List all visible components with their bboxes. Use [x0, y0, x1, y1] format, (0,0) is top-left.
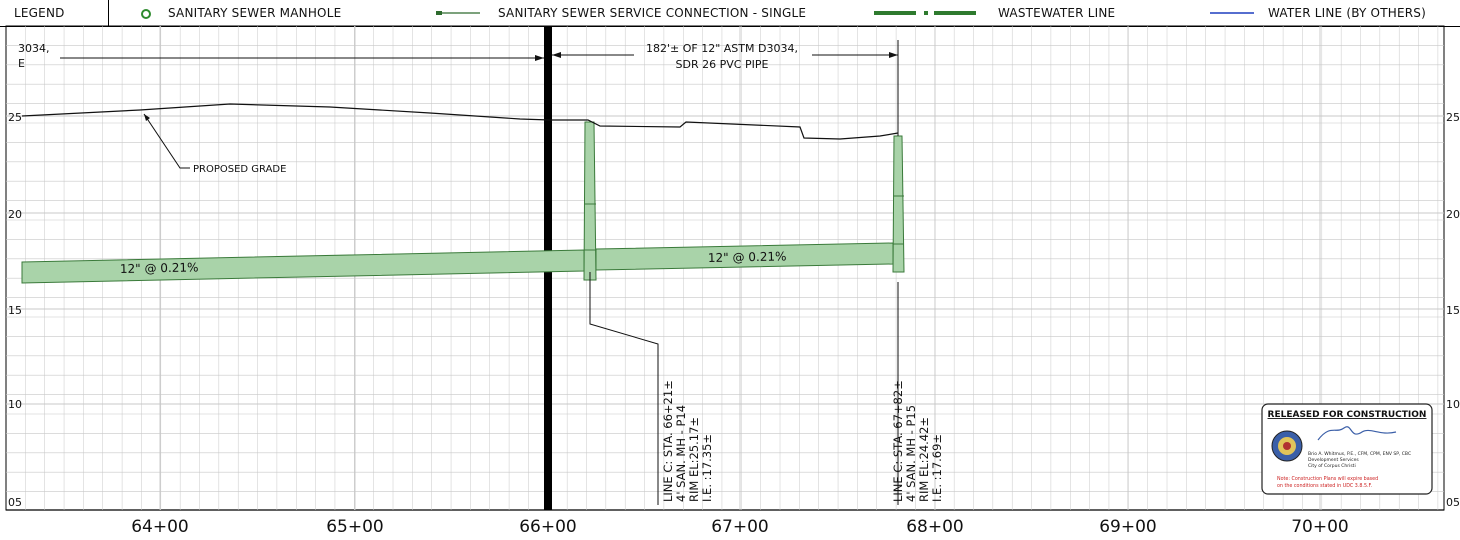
stamp-title: RELEASED FOR CONSTRUCTION — [1268, 410, 1427, 420]
elevation-labels: 25 20 15 10 05 25 20 15 10 05 — [8, 111, 1460, 509]
slope-label-right: 12" @ 0.21% — [708, 249, 787, 265]
service-connection-line-icon — [436, 11, 480, 15]
station-label-6400: 64+00 — [131, 517, 189, 537]
wastewater-line-icon — [874, 11, 976, 15]
elev-label-10-left: 10 — [8, 398, 22, 411]
pipe-note-line1: 182'± OF 12" ASTM D3034, — [646, 42, 798, 55]
water-line-icon — [1210, 12, 1254, 14]
station-label-6600: 66+00 — [519, 517, 577, 537]
station-label-6900: 69+00 — [1099, 517, 1157, 537]
p15-type: 4' SAN. MH - P15 — [904, 405, 918, 502]
legend-item-manhole: SANITARY SEWER MANHOLE — [168, 6, 342, 20]
proposed-grade-leader — [143, 113, 190, 169]
legend-item-water-line: WATER LINE (BY OTHERS) — [1268, 6, 1426, 20]
manhole-p15-callout: LINE C: STA. 67+82± 4' SAN. MH - P15 RIM… — [891, 380, 944, 502]
proposed-grade-line — [21, 103, 899, 140]
station-label-6800: 68+00 — [906, 517, 964, 537]
elev-label-20-right: 20 — [1446, 208, 1460, 221]
signature-icon — [1317, 426, 1397, 441]
p14-ie: I.E. :17.35± — [700, 434, 714, 502]
pipe-note-left: 3034, — [18, 42, 50, 55]
station-label-6500: 65+00 — [326, 517, 384, 537]
legend-item-service-connection: SANITARY SEWER SERVICE CONNECTION - SING… — [498, 6, 807, 20]
manhole-p14 — [583, 121, 597, 281]
p14-rim: RIM EL:25.17± — [687, 417, 701, 502]
p15-rim: RIM EL:24.42± — [917, 417, 931, 502]
legend-divider — [108, 0, 109, 26]
legend-title: LEGEND — [14, 6, 65, 20]
manhole-p14-callout: LINE C: STA. 66+21± 4' SAN. MH - P14 RIM… — [661, 380, 714, 502]
elev-label-20-left: 20 — [8, 208, 22, 221]
stamp-line1: Brio A. Whitmus, P.E., CFM, CPM, ENV SP,… — [1308, 451, 1411, 457]
p15-ie: I.E. :17.69± — [930, 434, 944, 502]
stamp-line2: Development Services — [1308, 457, 1359, 463]
pipe-note-left-2: E — [18, 57, 25, 70]
slope-label-left: 12" @ 0.21% — [120, 260, 199, 276]
elev-label-10-right: 10 — [1446, 398, 1460, 411]
p15-station: LINE C: STA. 67+82± — [891, 380, 905, 502]
manhole-symbol-icon — [141, 9, 151, 19]
manhole-p15 — [892, 135, 905, 273]
elev-label-15-right: 15 — [1446, 304, 1460, 317]
elev-label-15-left: 15 — [8, 304, 22, 317]
elev-label-25-left: 25 — [8, 111, 22, 124]
p14-station: LINE C: STA. 66+21± — [661, 380, 675, 502]
stamp-note2: on the conditions stated in UDC 3.8.5.F. — [1277, 483, 1372, 489]
pipe-note-line2: SDR 26 PVC PIPE — [676, 58, 769, 71]
manhole-p14-leader — [589, 272, 659, 505]
station-labels: 64+00 65+00 66+00 67+00 68+00 69+00 70+0… — [131, 517, 1349, 537]
legend-item-wastewater-line: WASTEWATER LINE — [998, 6, 1116, 20]
elev-label-05-left: 05 — [8, 496, 22, 509]
stamp-line3: City of Corpus Christi — [1308, 463, 1356, 469]
city-seal-icon — [1271, 430, 1303, 462]
proposed-grade-label: PROPOSED GRADE — [193, 164, 286, 175]
station-label-7000: 70+00 — [1291, 517, 1349, 537]
legend-bar: LEGEND SANITARY SEWER MANHOLE SANITARY S… — [0, 0, 1460, 27]
release-stamp: RELEASED FOR CONSTRUCTION Brio A. Whitmu… — [1261, 403, 1433, 495]
p14-type: 4' SAN. MH - P14 — [674, 405, 688, 502]
elev-label-05-right: 05 — [1446, 496, 1460, 509]
station-label-6700: 67+00 — [711, 517, 769, 537]
stamp-note1: Note: Construction Plans will expire bas… — [1277, 476, 1378, 482]
elev-label-25-right: 25 — [1446, 111, 1460, 124]
